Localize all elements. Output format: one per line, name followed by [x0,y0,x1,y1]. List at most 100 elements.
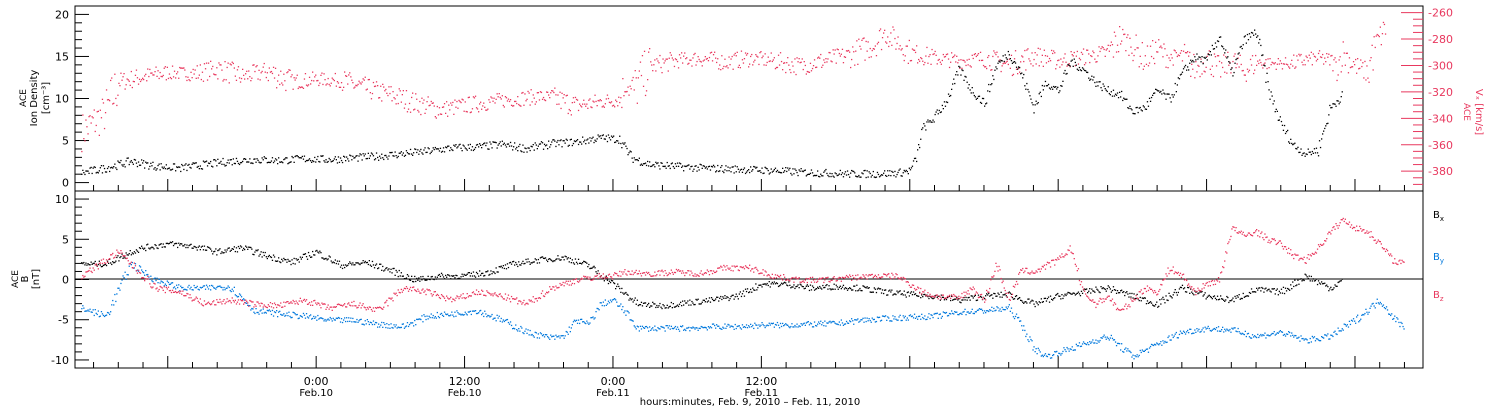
series-by-point [648,330,650,332]
density-series-point [588,142,590,144]
velocity-series-point [1141,42,1143,44]
series-bx-point [846,289,849,291]
series-bx-point [610,279,613,282]
velocity-series-point [742,62,745,64]
velocity-series-point [141,79,143,81]
series-bx-point [686,302,688,304]
density-series-point [459,143,461,145]
series-bx-point [280,261,282,264]
series-by-point [390,323,392,325]
velocity-series-point [112,103,114,105]
series-bx-point [118,260,120,262]
density-series-point [1082,68,1085,70]
series-bx-point [704,301,706,303]
panel1-ylabel-line2: Ion Density [29,70,40,127]
series-by-point [414,319,416,322]
density-series-point [185,163,187,165]
velocity-series-point [951,52,953,54]
density-series-point [1038,93,1040,95]
series-by-point [496,314,498,316]
series-bx-point [305,256,308,258]
series-bx-point [572,262,575,264]
series-by-point [481,313,483,316]
density-series-point [361,159,363,161]
velocity-series-point [1346,52,1348,54]
panel1-left-tick-label: 5 [62,135,69,148]
density-series-point [186,169,188,172]
series-bx-point [726,296,728,298]
velocity-series-point [1314,56,1317,58]
density-series-point [631,157,633,159]
velocity-series-point [806,70,808,73]
series-by-point [891,320,893,322]
density-series-point [487,148,489,150]
velocity-series-point [193,73,195,75]
series-bx-point [484,274,486,277]
series-by-point [864,317,866,319]
panel1-right-tick-label: -320 [1428,86,1453,99]
velocity-series-point [735,55,737,57]
density-series-point [1121,90,1123,93]
series-by-point [489,316,491,318]
series-by-point [1027,339,1029,341]
series-bx-point [670,301,672,304]
series-bx-point [851,289,853,291]
density-series-point [480,144,482,146]
density-series-point [566,139,568,141]
series-bx-point [923,293,925,296]
density-series-point [146,162,148,164]
velocity-series-point [179,66,181,69]
density-series-point [179,166,181,168]
velocity-series-point [1307,60,1309,62]
series-by-point [989,309,991,311]
velocity-series-point [1240,63,1242,66]
density-series-point [738,171,740,173]
density-series-point [98,170,100,172]
density-series-point [1230,68,1232,71]
density-series-point [317,155,319,158]
velocity-series-point [367,79,369,81]
series-by-point [1128,350,1130,352]
series-by-point [296,313,298,316]
density-series-point [258,161,260,163]
series-by-point [182,286,184,289]
series-by-point [1109,337,1111,339]
velocity-series-point [1234,53,1236,55]
density-series-point [1193,61,1195,63]
series-by-point [240,296,243,298]
density-series-point [1203,56,1205,59]
series-bx-point [1232,297,1234,299]
velocity-series-point [1229,61,1231,64]
density-series-point [359,153,361,155]
series-by-point [391,326,393,329]
density-series-point [970,92,972,94]
series-bx-point [774,283,777,285]
density-series-point [1262,54,1264,56]
velocity-series-point [513,105,515,107]
velocity-series-point [741,59,744,61]
series-by-point [267,310,269,312]
density-series-point [1060,85,1062,87]
velocity-series-point [386,92,388,94]
series-bx-point [179,244,181,246]
velocity-series-point [256,65,258,67]
density-series-point [643,163,646,165]
density-series-point [986,102,988,104]
density-series-point [1004,54,1006,56]
velocity-series-point [1333,59,1335,61]
series-bx-point [1162,296,1164,298]
series-bx-point [988,292,990,294]
series-by-point [575,319,578,321]
series-bx-point [826,284,828,286]
series-by-point [705,327,707,329]
velocity-series-point [860,48,862,50]
series-by-point [251,307,253,310]
density-series-point [282,162,284,164]
velocity-series-point [480,101,482,103]
velocity-series-point [238,77,241,79]
series-bx-point [1254,291,1256,293]
series-bx-point [238,247,241,250]
series-bx-point [1073,292,1075,294]
series-by-point [540,333,543,335]
velocity-series-point [1306,56,1308,59]
